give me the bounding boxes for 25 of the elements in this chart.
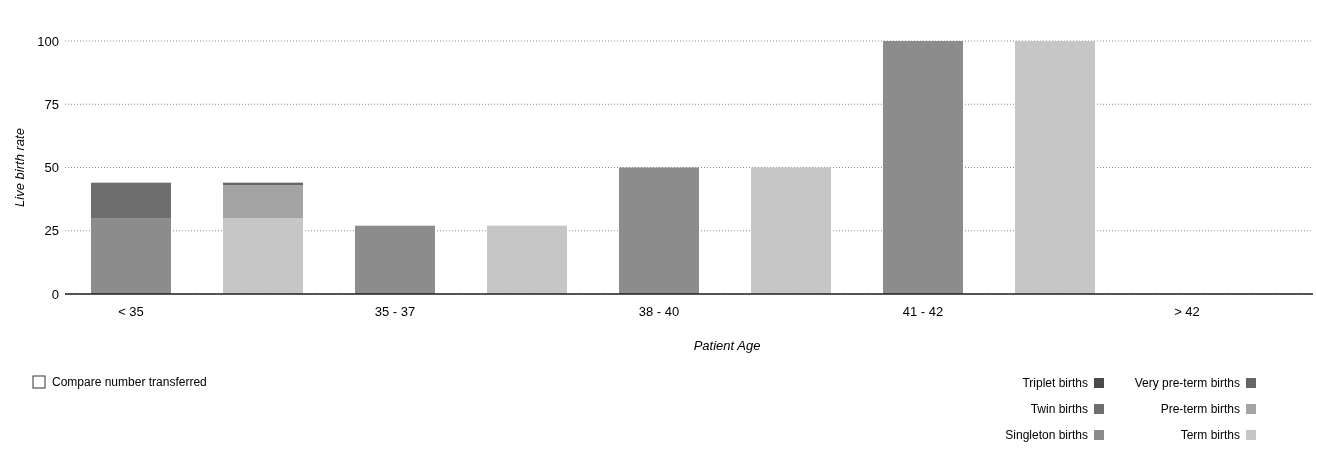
x-tick-label: 38 - 40	[638, 304, 680, 319]
text: Compare number transferred	[52, 375, 207, 390]
bar	[1015, 41, 1095, 294]
x-tick-label: 41 - 42	[902, 304, 944, 319]
legend-label: Pre-term births	[1160, 402, 1240, 417]
legend-label: Twin births	[1030, 402, 1088, 417]
bar	[223, 185, 303, 219]
legend-label: Very pre-term births	[1134, 376, 1240, 391]
y-tick-label: 75	[44, 96, 59, 112]
legend-label: Term births	[1180, 428, 1240, 443]
legend-label: Singleton births	[1005, 428, 1088, 443]
x-axis-title: Patient Age	[693, 338, 761, 353]
y-axis-title: Live birth rate	[12, 128, 27, 207]
legend-label: Triplet births	[1022, 376, 1088, 391]
x-tick-label: > 42	[1174, 304, 1200, 319]
y-tick-label: 0	[51, 286, 59, 302]
bar	[751, 167, 831, 294]
x-tick-label: < 35	[118, 304, 144, 319]
x-tick-label: 35 - 37	[374, 304, 416, 319]
bar	[223, 218, 303, 294]
bar	[91, 182, 171, 219]
y-tick-label: 25	[44, 223, 59, 239]
y-tick-label: 100	[37, 33, 59, 49]
y-tick-label: 50	[44, 160, 59, 176]
bar	[487, 225, 567, 294]
